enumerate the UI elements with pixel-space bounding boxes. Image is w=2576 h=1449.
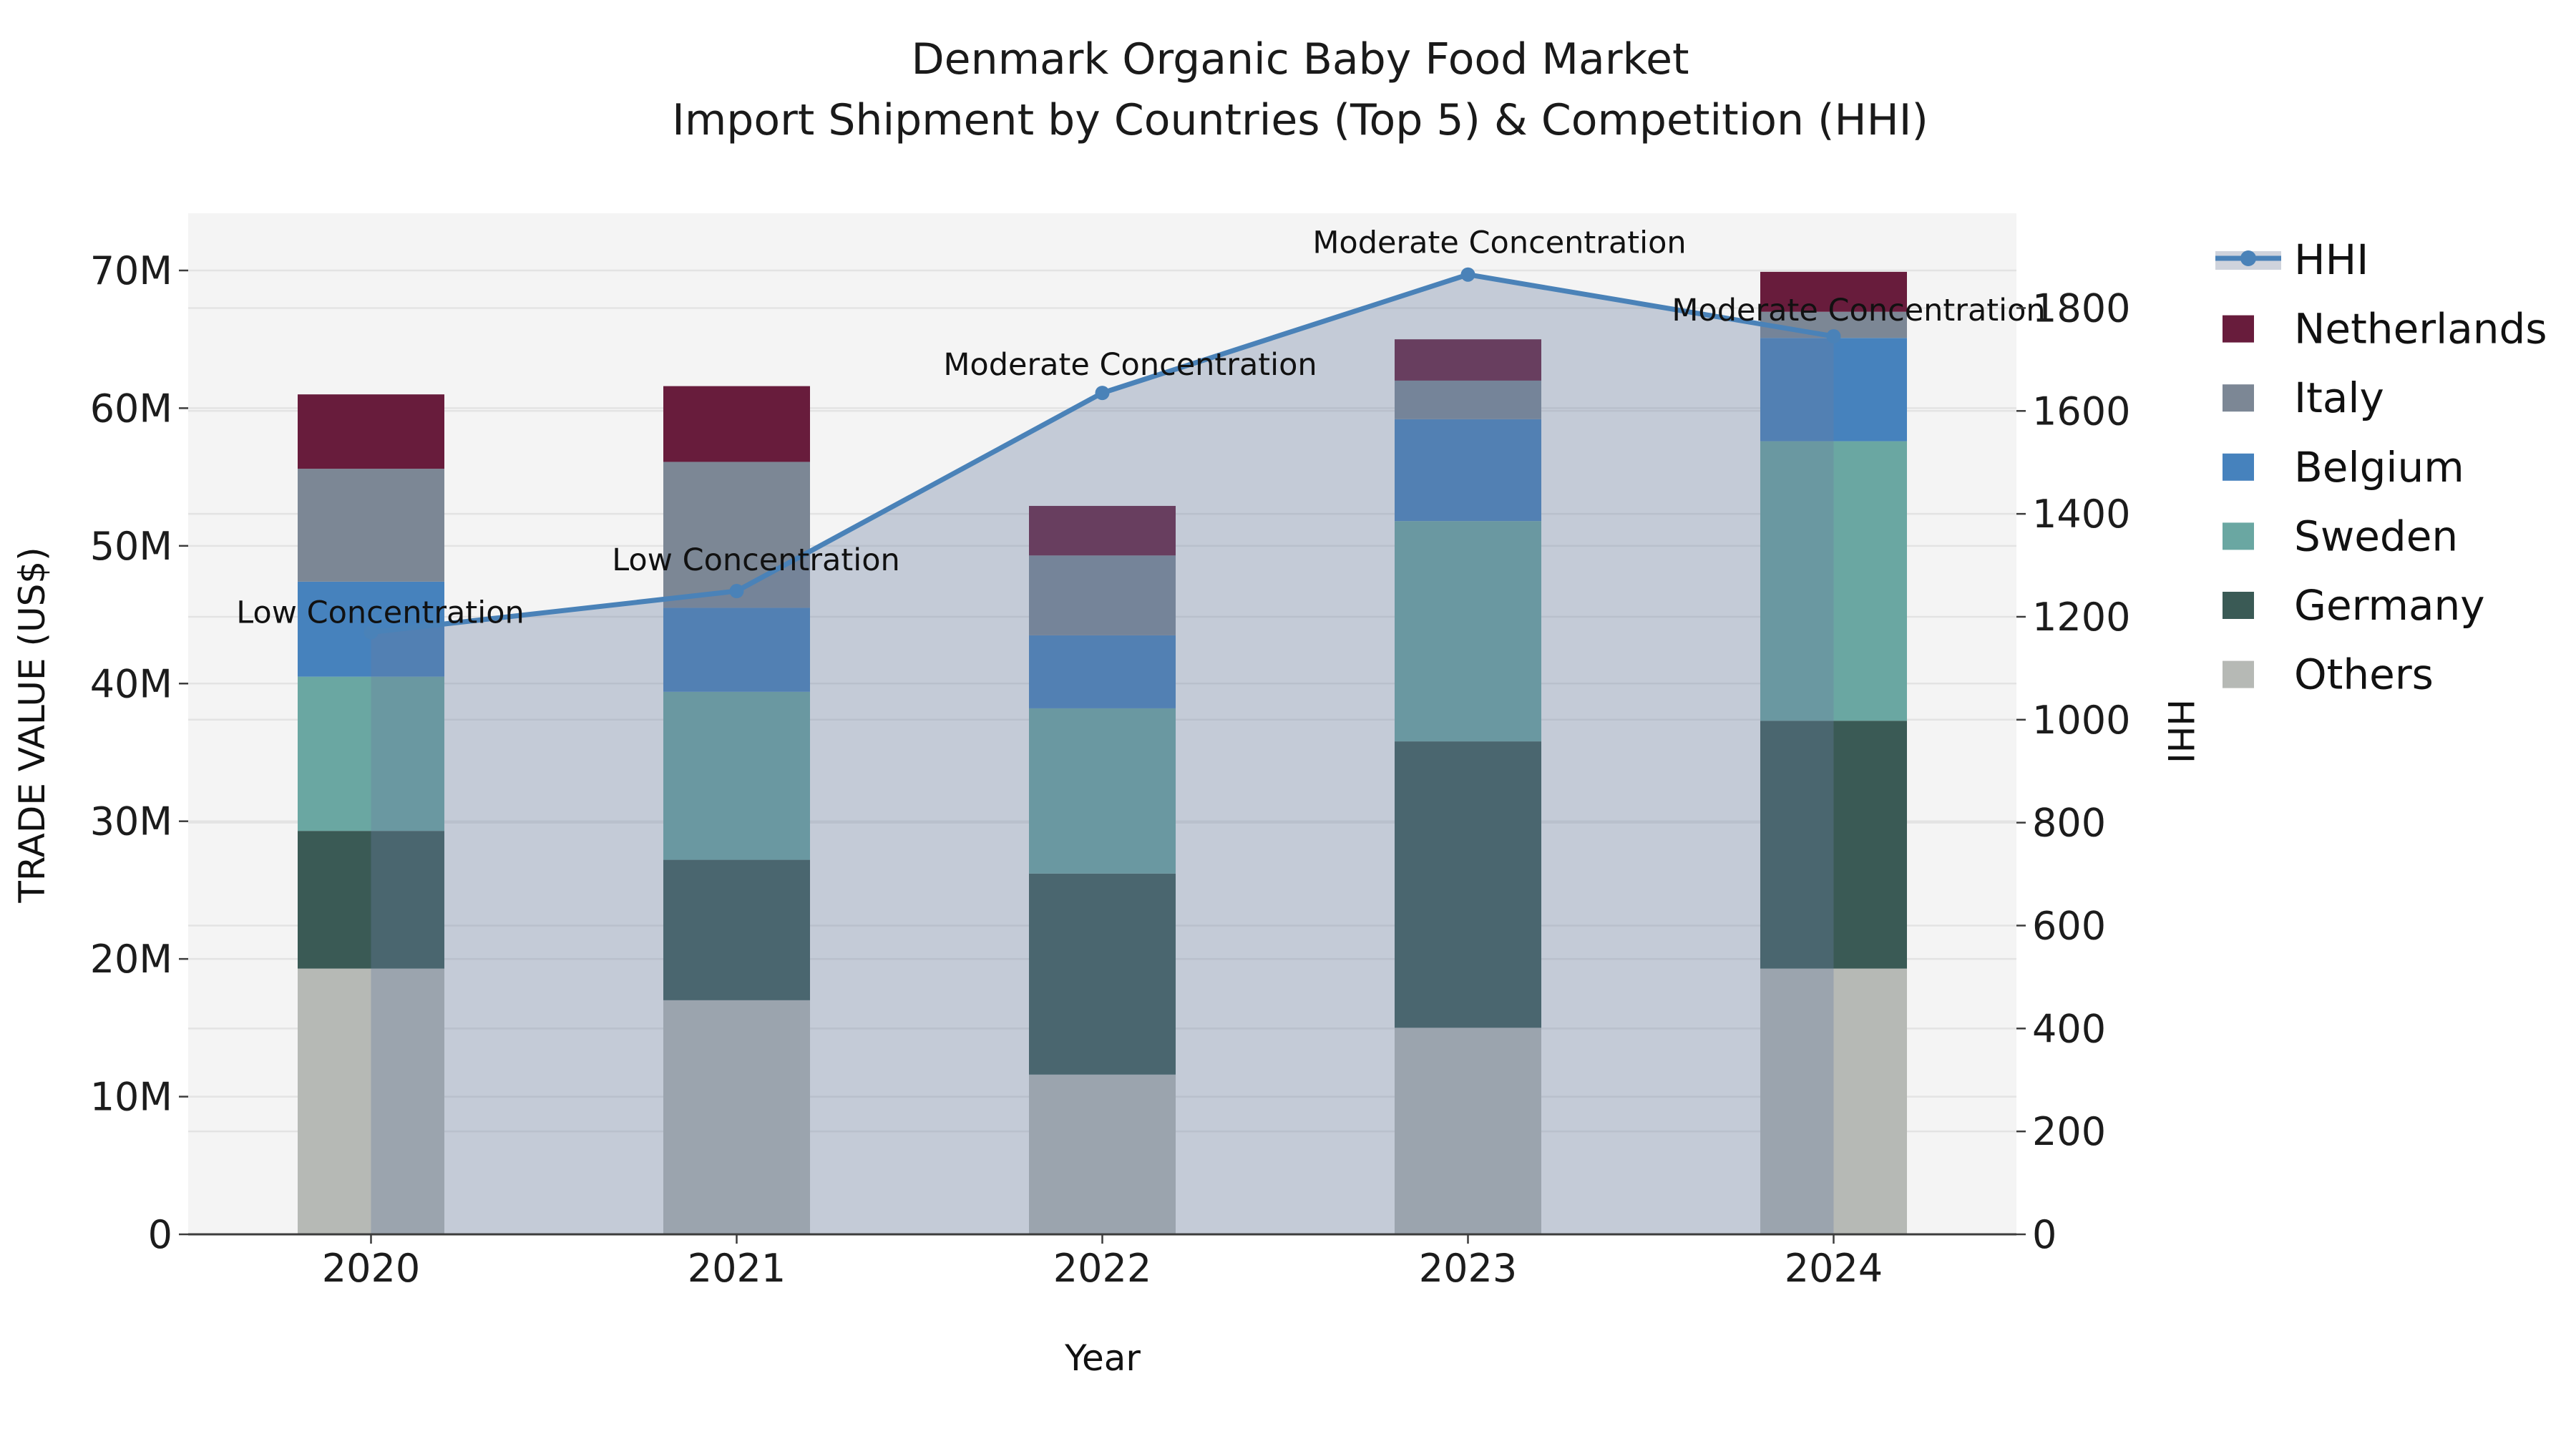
bar-segment-2020-italy bbox=[298, 469, 444, 582]
legend-hhi-marker-swatch bbox=[2240, 250, 2256, 266]
legend-swatch-others bbox=[2223, 660, 2254, 688]
legend-swatch-germany bbox=[2223, 592, 2254, 619]
hhi-area-fill bbox=[371, 274, 1834, 1235]
x-tick-label-2022: 2022 bbox=[1053, 1246, 1151, 1291]
y-right-tick-label-0: 0 bbox=[2032, 1212, 2057, 1257]
legend-item-others: Others bbox=[2223, 650, 2434, 699]
bar-segment-2024-belgium bbox=[1760, 338, 1907, 441]
bar-segment-2020-sweden bbox=[298, 676, 444, 831]
y-right-tick-label-1600: 1600 bbox=[2032, 389, 2130, 434]
legend-item-italy: Italy bbox=[2223, 374, 2384, 422]
legend: HHI Netherlands Italy Belgium Sweden Germany O… bbox=[2215, 235, 2547, 699]
legend-item-netherlands: Netherlands bbox=[2223, 305, 2547, 353]
legend-item-belgium: Belgium bbox=[2223, 443, 2464, 492]
legend-item-hhi: HHI bbox=[2215, 235, 2368, 284]
bar-segment-2024-sweden bbox=[1760, 441, 1907, 721]
bar-segment-2021-others bbox=[663, 1000, 810, 1234]
annotation-2024: Moderate Concentration bbox=[1672, 293, 2045, 328]
bar-segment-2022-others bbox=[1029, 1074, 1176, 1234]
x-tick-label-2023: 2023 bbox=[1419, 1246, 1517, 1291]
bar-segment-2021-belgium bbox=[663, 608, 810, 692]
bar-segment-2020-germany bbox=[298, 831, 444, 969]
bar-segment-2023-netherlands bbox=[1395, 339, 1541, 381]
bar-segment-2020-netherlands bbox=[298, 394, 444, 469]
bar-segment-2020-others bbox=[298, 968, 444, 1234]
hhi-line bbox=[364, 267, 1841, 640]
hhi-marker-2023 bbox=[1460, 267, 1475, 282]
y-left-tick-label-70M: 70M bbox=[90, 248, 172, 293]
bar-segment-2023-italy bbox=[1395, 380, 1541, 419]
y-left-tick-label-40M: 40M bbox=[90, 661, 172, 706]
x-axis-title: Year bbox=[1064, 1337, 1141, 1379]
annotations: Low Concentration Low Concentration Modera… bbox=[236, 225, 2045, 631]
bar-segment-2022-sweden bbox=[1029, 708, 1176, 874]
chart-title-line1: Denmark Organic Baby Food Market bbox=[911, 34, 1689, 84]
bar-segment-2023-germany bbox=[1395, 741, 1541, 1028]
bar-segment-2021-italy bbox=[663, 462, 810, 608]
bar-segment-2021-sweden bbox=[663, 691, 810, 860]
y-right-tick-label-200: 200 bbox=[2032, 1109, 2106, 1154]
bar-segment-2022-belgium bbox=[1029, 635, 1176, 708]
x-tick-label-2024: 2024 bbox=[1785, 1246, 1883, 1291]
bar-segment-2021-netherlands bbox=[663, 386, 810, 462]
legend-label-others: Others bbox=[2294, 650, 2434, 699]
bar-segment-2023-belgium bbox=[1395, 419, 1541, 522]
y-right-tick-label-1400: 1400 bbox=[2032, 492, 2130, 537]
y-left-axis-title: TRADE VALUE (US$) bbox=[11, 547, 53, 903]
legend-label-sweden: Sweden bbox=[2294, 512, 2458, 560]
legend-item-germany: Germany bbox=[2223, 581, 2485, 630]
y-left-tick-label-0: 0 bbox=[148, 1212, 172, 1257]
y-right-tick-label-1000: 1000 bbox=[2032, 698, 2130, 743]
bar-segment-2022-italy bbox=[1029, 555, 1176, 635]
y-right-tick-label-1200: 1200 bbox=[2032, 595, 2130, 640]
annotation-2022: Moderate Concentration bbox=[943, 347, 1317, 383]
y-right-tick-label-400: 400 bbox=[2032, 1006, 2106, 1051]
legend-label-hhi: HHI bbox=[2294, 235, 2368, 284]
y-right-tick-label-800: 800 bbox=[2032, 801, 2106, 846]
hhi-marker-2022 bbox=[1095, 386, 1110, 401]
legend-swatch-sweden bbox=[2223, 522, 2254, 550]
legend-label-germany: Germany bbox=[2294, 581, 2485, 630]
bar-segment-2021-germany bbox=[663, 859, 810, 1000]
legend-item-sweden: Sweden bbox=[2223, 512, 2458, 560]
legend-swatch-italy bbox=[2223, 384, 2254, 412]
bar-segment-2022-netherlands bbox=[1029, 506, 1176, 556]
annotation-2021: Low Concentration bbox=[612, 542, 900, 578]
y-left-tick-label-20M: 20M bbox=[90, 937, 172, 982]
y-left-tick-label-50M: 50M bbox=[90, 524, 172, 569]
legend-swatch-netherlands bbox=[2223, 315, 2254, 343]
legend-swatch-belgium bbox=[2223, 453, 2254, 481]
bar-segment-2024-netherlands bbox=[1760, 271, 1907, 312]
y-left-tick-label-30M: 30M bbox=[90, 799, 172, 844]
legend-label-netherlands: Netherlands bbox=[2294, 305, 2547, 353]
y-left-tick-label-60M: 60M bbox=[90, 386, 172, 431]
annotation-2020: Low Concentration bbox=[236, 595, 525, 631]
bar-segment-2022-germany bbox=[1029, 873, 1176, 1075]
legend-label-italy: Italy bbox=[2294, 374, 2384, 422]
annotation-2023: Moderate Concentration bbox=[1312, 225, 1686, 261]
bar-segment-2023-sweden bbox=[1395, 521, 1541, 742]
bar-segment-2024-germany bbox=[1760, 721, 1907, 969]
y-right-axis-title: HHI bbox=[2160, 699, 2201, 763]
bar-segment-2023-others bbox=[1395, 1028, 1541, 1234]
axes: 0 10M 20M 30M 40M 50M 60M 70M 0 200 400 600 800 1000 1… bbox=[90, 248, 2131, 1291]
hhi-marker-2021 bbox=[729, 584, 744, 599]
x-tick-label-2020: 2020 bbox=[322, 1246, 420, 1291]
x-tick-label-2021: 2021 bbox=[688, 1246, 786, 1291]
y-right-tick-label-1800: 1800 bbox=[2032, 286, 2130, 331]
chart-title-line2: Import Shipment by Countries (Top 5) & C… bbox=[672, 95, 1928, 145]
hhi-marker-2020 bbox=[364, 625, 379, 640]
y-left-tick-label-10M: 10M bbox=[90, 1075, 172, 1120]
hhi-marker-2024 bbox=[1826, 329, 1841, 344]
legend-label-belgium: Belgium bbox=[2294, 443, 2464, 492]
bar-segment-2024-others bbox=[1760, 968, 1907, 1234]
stacked-bars bbox=[298, 271, 1907, 1234]
y-right-tick-label-600: 600 bbox=[2032, 903, 2106, 948]
